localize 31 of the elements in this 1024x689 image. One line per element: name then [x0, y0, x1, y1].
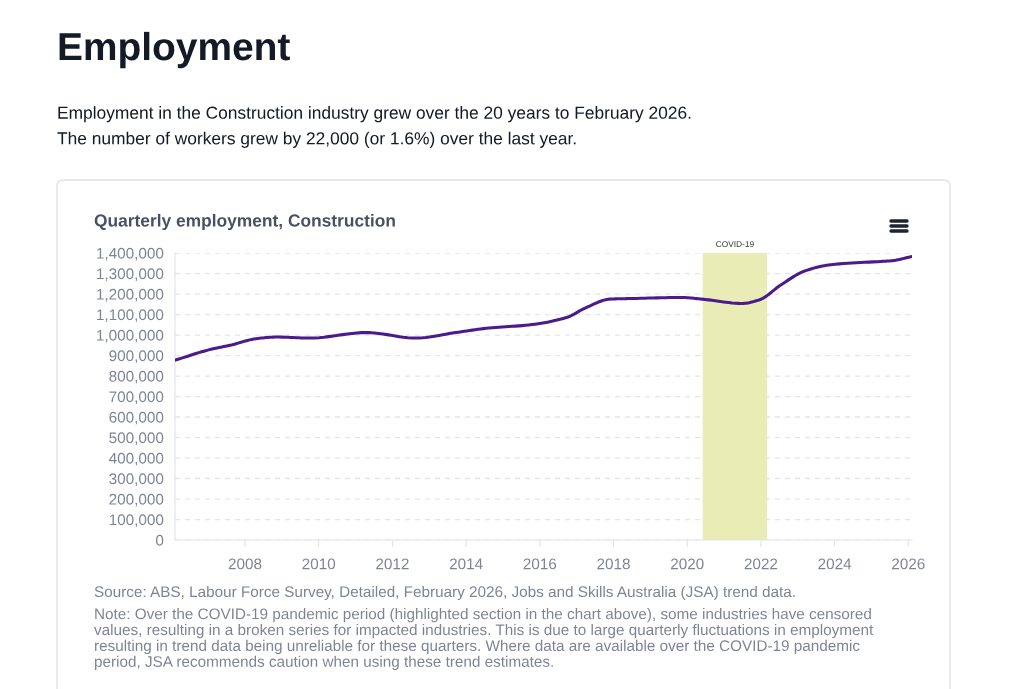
- source-note: Source: ABS, Labour Force Survey, Detailed, February 2026, Jobs and Skills Australia (JSA) trend data.: [94, 585, 795, 601]
- y-tick-label: 300,000: [109, 473, 164, 486]
- y-tick-label: 800,000: [109, 370, 164, 384]
- y-tick-label: 1,200,000: [97, 288, 164, 302]
- text: Employment: [59, 31, 290, 69]
- y-tick-label: 1,000,000: [97, 329, 164, 343]
- y-tick-label: 200,000: [109, 493, 164, 507]
- x-tick-label: 2008: [228, 558, 262, 570]
- x-tick-label: 2022: [744, 558, 778, 570]
- y-tick-label: 600,000: [109, 411, 164, 425]
- x-tick-label: 2012: [376, 558, 409, 570]
- x-tick-label: 2024: [818, 558, 852, 570]
- text: Employment in the Construction industry grew over the 20 years to February 2026. The number of workers grew by 22,000 (or 1.6%) over the last year.: [57, 106, 691, 148]
- x-tick-label: 2018: [597, 558, 630, 570]
- y-tick-label: 1,400,000: [97, 247, 164, 261]
- y-tick-label: 1,300,000: [97, 268, 164, 281]
- band-label: COVID-19: [716, 241, 754, 248]
- y-tick-label: 500,000: [109, 432, 164, 445]
- x-tick-label: 2026: [892, 558, 925, 570]
- x-tick-label: 2016: [523, 558, 557, 570]
- x-tick-label: 2010: [302, 558, 336, 570]
- y-tick-label: 900,000: [109, 350, 164, 363]
- y-tick-label: 1,100,000: [97, 309, 164, 322]
- y-tick-label: 400,000: [109, 452, 164, 466]
- y-tick-label: 700,000: [109, 391, 164, 404]
- y-tick-label: 100,000: [109, 514, 164, 527]
- x-tick-label: 2020: [670, 558, 704, 570]
- text: Note: Over the COVID-19 pandemic period (highlighted section in the chart above), some industries have censored values, resulting in a broken series for impacted industries. This is due to large quarterly fluctuations in employment resulting in trend data being unreliable for these quarters. Where data are available over the COVID-19 pandemic period, JSA recommends caution when using these trend estimates.: [94, 608, 874, 670]
- y-tick-label: 0: [155, 534, 164, 546]
- chart-title: Quarterly employment, Construction: [94, 213, 395, 231]
- x-tick-label: 2014: [449, 558, 483, 570]
